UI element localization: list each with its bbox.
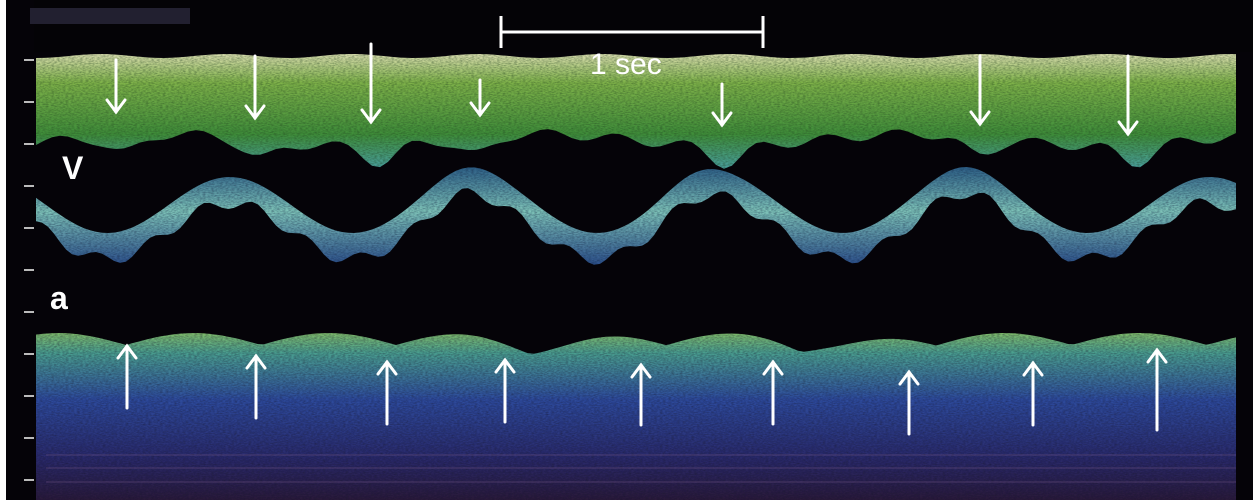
up-arrow: [630, 362, 652, 427]
atrial-arrows: [116, 343, 1168, 436]
scale-bar-label: 1 sec: [590, 48, 662, 81]
ventricle-label: V: [62, 150, 84, 186]
down-arrow: [711, 82, 733, 128]
down-arrow: [969, 54, 991, 127]
up-arrow: [1146, 347, 1168, 432]
up-arrow: [376, 359, 398, 426]
bottom-streaks: [46, 454, 1236, 483]
up-arrow: [494, 357, 516, 424]
header-strip: [34, 0, 1253, 52]
atrium-label: a: [50, 280, 68, 316]
down-arrow: [360, 42, 382, 125]
ultrasound-frame: 1 sec V a: [6, 0, 1253, 500]
down-arrow: [244, 54, 266, 121]
settings-readout: [30, 8, 190, 24]
m-mode-image: [24, 0, 1253, 500]
up-arrow: [1022, 360, 1044, 427]
up-arrow: [245, 353, 267, 420]
up-arrow: [898, 369, 920, 436]
up-arrow: [762, 359, 784, 426]
ventricular-arrows: [105, 42, 1139, 137]
up-arrow: [116, 343, 138, 410]
time-scale-bar: [499, 16, 765, 48]
down-arrow: [1117, 54, 1139, 137]
down-arrow: [469, 78, 491, 118]
down-arrow: [105, 58, 127, 115]
depth-ticks: [24, 59, 34, 481]
